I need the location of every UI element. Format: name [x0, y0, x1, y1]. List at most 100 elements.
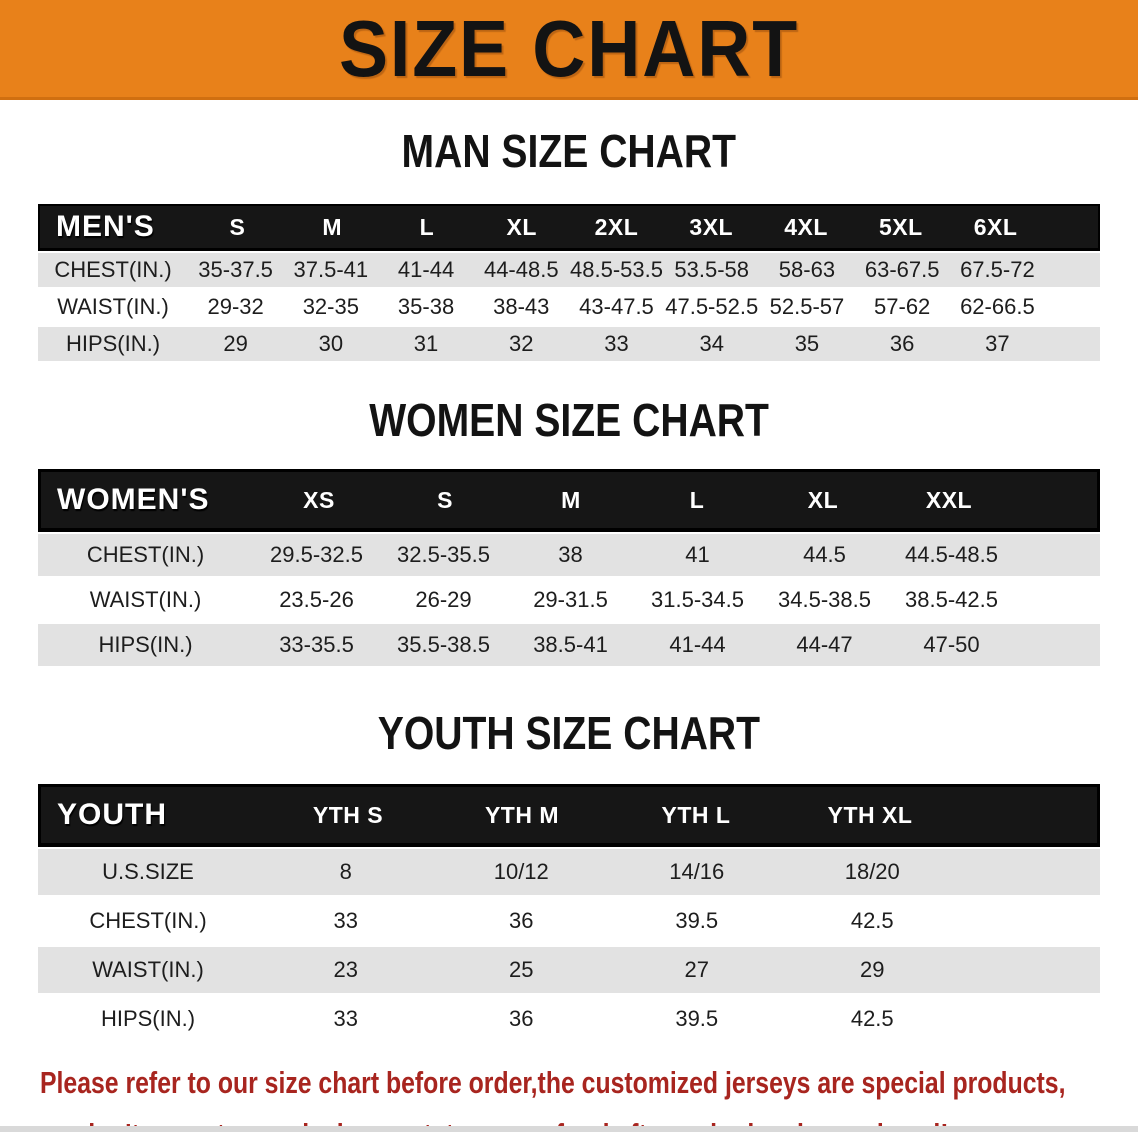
value-cell: 31.5-34.5 — [651, 587, 744, 612]
value-cell: 35.5-38.5 — [397, 632, 490, 657]
value-cell: 36 — [889, 331, 915, 356]
value-cell: 8 — [339, 859, 352, 884]
value-cell: 32 — [509, 331, 534, 356]
value-cell: 25 — [509, 957, 534, 982]
banner: SIZE CHART — [0, 0, 1138, 100]
value-cell: 33-35.5 — [279, 632, 354, 657]
section-youth: YOUTH SIZE CHART YOUTH YTH S YTH M YTH L YTH… — [0, 706, 1138, 1042]
row-label: WAIST(IN.) — [57, 294, 169, 319]
value-cell: 42.5 — [850, 1006, 894, 1031]
value-cell: 37 — [985, 331, 1010, 356]
value-cell: 43-47.5 — [579, 294, 654, 319]
women-section-heading: WOMEN SIZE CHART — [0, 393, 1138, 447]
column-header-cell: 3XL — [689, 213, 734, 240]
value-cell: 41 — [685, 542, 710, 567]
value-cell: 18/20 — [844, 859, 900, 884]
row-label: CHEST(IN.) — [86, 542, 205, 567]
value-cell: 34 — [699, 331, 724, 356]
table-header-row: YOUTH YTH S YTH M YTH L YTH XL — [38, 784, 1100, 846]
column-header-cell: M — [561, 486, 581, 513]
value-cell: 39.5 — [675, 908, 719, 933]
value-cell: 47.5-52.5 — [665, 294, 759, 319]
women-heading-text: WOMEN SIZE CHART — [369, 394, 769, 446]
banner-title: SIZE CHART — [339, 3, 799, 93]
table-header-row: WOMEN'S XS S M L XL XXL — [38, 469, 1100, 531]
column-header-cell: 5XL — [878, 213, 923, 240]
table-row: CHEST(IN.) 29.5-32.5 32.5-35.5 38 41 44.5 44.5… — [38, 534, 1100, 576]
table-row: WAIST(IN.) 29-32 32-35 35-38 38-43 43-47.5 47.… — [38, 290, 1100, 324]
value-cell: 67.5-72 — [960, 257, 1035, 282]
row-label: CHEST(IN.) — [89, 908, 207, 933]
value-cell: 34.5-38.5 — [778, 587, 871, 612]
column-header-cell: XL — [807, 486, 839, 513]
column-header-cell: S — [437, 486, 453, 513]
value-cell: 63-67.5 — [864, 257, 940, 282]
value-cell: 29-31.5 — [533, 587, 608, 612]
value-cell: 33 — [604, 331, 629, 356]
value-cell: 37.5-41 — [293, 257, 369, 282]
disclaimer-line-1-text: Please refer to our size chart before or… — [40, 1065, 1066, 1100]
table-row: HIPS(IN.) 29 30 31 32 33 34 35 36 37 — [38, 327, 1100, 361]
table-row: CHEST(IN.) 35-37.5 37.5-41 41-44 44-48.5 48.5… — [38, 253, 1100, 287]
value-cell: 26-29 — [415, 587, 472, 612]
value-cell: 52.5-57 — [769, 294, 845, 319]
disclaimer-line-1: Please refer to our size chart before or… — [40, 1060, 1138, 1112]
value-cell: 23 — [333, 957, 358, 982]
row-label: CHEST(IN.) — [54, 257, 172, 282]
column-header-cell: 6XL — [973, 213, 1018, 240]
row-label: WAIST(IN.) — [92, 957, 204, 982]
section-women: WOMEN SIZE CHART WOMEN'S XS S M L XL XXL CHEST(… — [0, 393, 1138, 666]
column-header-cell: S — [229, 213, 246, 240]
row-label: HIPS(IN.) — [100, 1006, 196, 1031]
youth-heading-text: YOUTH SIZE CHART — [377, 707, 761, 759]
table-row: CHEST(IN.) 33 36 39.5 42.5 — [38, 898, 1100, 944]
column-header-cell: L — [419, 213, 435, 240]
row-label: HIPS(IN.) — [98, 632, 193, 657]
value-cell: 27 — [684, 957, 709, 982]
column-header-cell: L — [689, 486, 705, 513]
women-size-table: WOMEN'S XS S M L XL XXL CHEST(IN.) 29.5-32.5 32.5… — [38, 469, 1100, 666]
value-cell: 39.5 — [675, 1006, 719, 1031]
value-cell: 38 — [558, 542, 583, 567]
table-row: WAIST(IN.) 23.5-26 26-29 29-31.5 31.5-34.5 34… — [38, 579, 1100, 621]
value-cell: 29 — [860, 957, 885, 982]
value-cell: 29 — [223, 331, 248, 356]
value-cell: 44-47 — [796, 632, 853, 657]
column-header-cell: M — [322, 213, 342, 240]
value-cell: 44.5-48.5 — [905, 542, 998, 567]
value-cell: 38.5-42.5 — [905, 587, 998, 612]
row-label: U.S.SIZE — [102, 859, 194, 884]
value-cell: 38.5-41 — [533, 632, 608, 657]
table-row: U.S.SIZE 8 10/12 14/16 18/20 — [38, 849, 1100, 895]
value-cell: 42.5 — [850, 908, 894, 933]
men-size-table: MEN'S S M L XL 2XL 3XL 4XL 5XL 6XL CHEST(IN.) 35-37… — [38, 204, 1100, 361]
value-cell: 35-37.5 — [198, 257, 273, 282]
column-header-cell: XXL — [925, 486, 973, 513]
row-label: WAIST(IN.) — [89, 587, 202, 612]
value-cell: 44-48.5 — [483, 257, 559, 282]
men-section-heading: MAN SIZE CHART — [0, 124, 1138, 178]
value-cell: 14/16 — [669, 859, 725, 884]
value-cell: 47-50 — [923, 632, 980, 657]
column-header-cell: 4XL — [784, 213, 828, 240]
value-cell: 58-63 — [778, 257, 836, 282]
value-cell: 30 — [318, 331, 344, 356]
column-header-cell: YTH L — [661, 801, 731, 828]
value-cell: 10/12 — [493, 859, 549, 884]
value-cell: 29-32 — [207, 294, 264, 319]
value-cell: 53.5-58 — [674, 257, 750, 282]
value-cell: 57-62 — [874, 294, 931, 319]
table-row: WAIST(IN.) 23 25 27 29 — [38, 947, 1100, 993]
column-header-cell: YTH S — [312, 801, 384, 828]
value-cell: 36 — [509, 908, 534, 933]
youth-size-table: YOUTH YTH S YTH M YTH L YTH XL U.S.SIZE 8 10/12… — [38, 784, 1100, 1042]
value-cell: 48.5-53.5 — [570, 257, 663, 282]
column-header-cell: XS — [303, 486, 335, 513]
value-cell: 32.5-35.5 — [397, 542, 490, 567]
bottom-edge-strip — [0, 1126, 1138, 1132]
table-label: WOMEN'S — [57, 483, 210, 516]
section-men: MAN SIZE CHART MEN'S S M L XL 2XL 3XL 4XL 5XL 6XL… — [0, 124, 1138, 361]
value-cell: 31 — [413, 331, 439, 356]
table-row: HIPS(IN.) 33-35.5 35.5-38.5 38.5-41 41-44 44-… — [38, 624, 1100, 666]
value-cell: 35 — [794, 331, 820, 356]
